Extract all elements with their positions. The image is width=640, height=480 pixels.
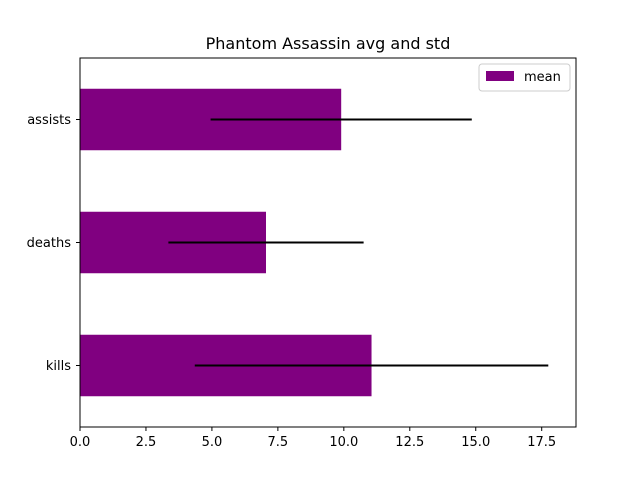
x-tick-label: 0.0 bbox=[70, 435, 91, 450]
y-tick-label-deaths: deaths bbox=[27, 236, 72, 251]
errorbars-group bbox=[168, 118, 549, 367]
x-tick-label: 10.0 bbox=[329, 435, 358, 450]
legend-box bbox=[478, 63, 571, 92]
legend-swatch-mean bbox=[486, 71, 514, 81]
chart-title: Phantom Assassin avg and std bbox=[206, 34, 451, 53]
x-tick-label: 17.5 bbox=[527, 435, 556, 450]
x-axis-ticks: 0.0 2.5 5.0 7.5 10.0 12.5 15.0 17.5 bbox=[70, 427, 556, 450]
x-tick-label: 2.5 bbox=[136, 435, 157, 450]
plot-area-frame bbox=[79, 57, 577, 428]
legend-label-mean: mean bbox=[524, 70, 561, 85]
x-tick-label: 5.0 bbox=[202, 435, 223, 450]
y-tick-label-assists: assists bbox=[27, 113, 71, 128]
x-tick-label: 7.5 bbox=[268, 435, 289, 450]
x-tick-label: 15.0 bbox=[461, 435, 490, 450]
y-tick-label-kills: kills bbox=[46, 359, 71, 374]
y-axis-ticks: kills deaths assists bbox=[27, 113, 80, 374]
x-tick-label: 12.5 bbox=[395, 435, 424, 450]
legend: mean bbox=[478, 63, 571, 92]
